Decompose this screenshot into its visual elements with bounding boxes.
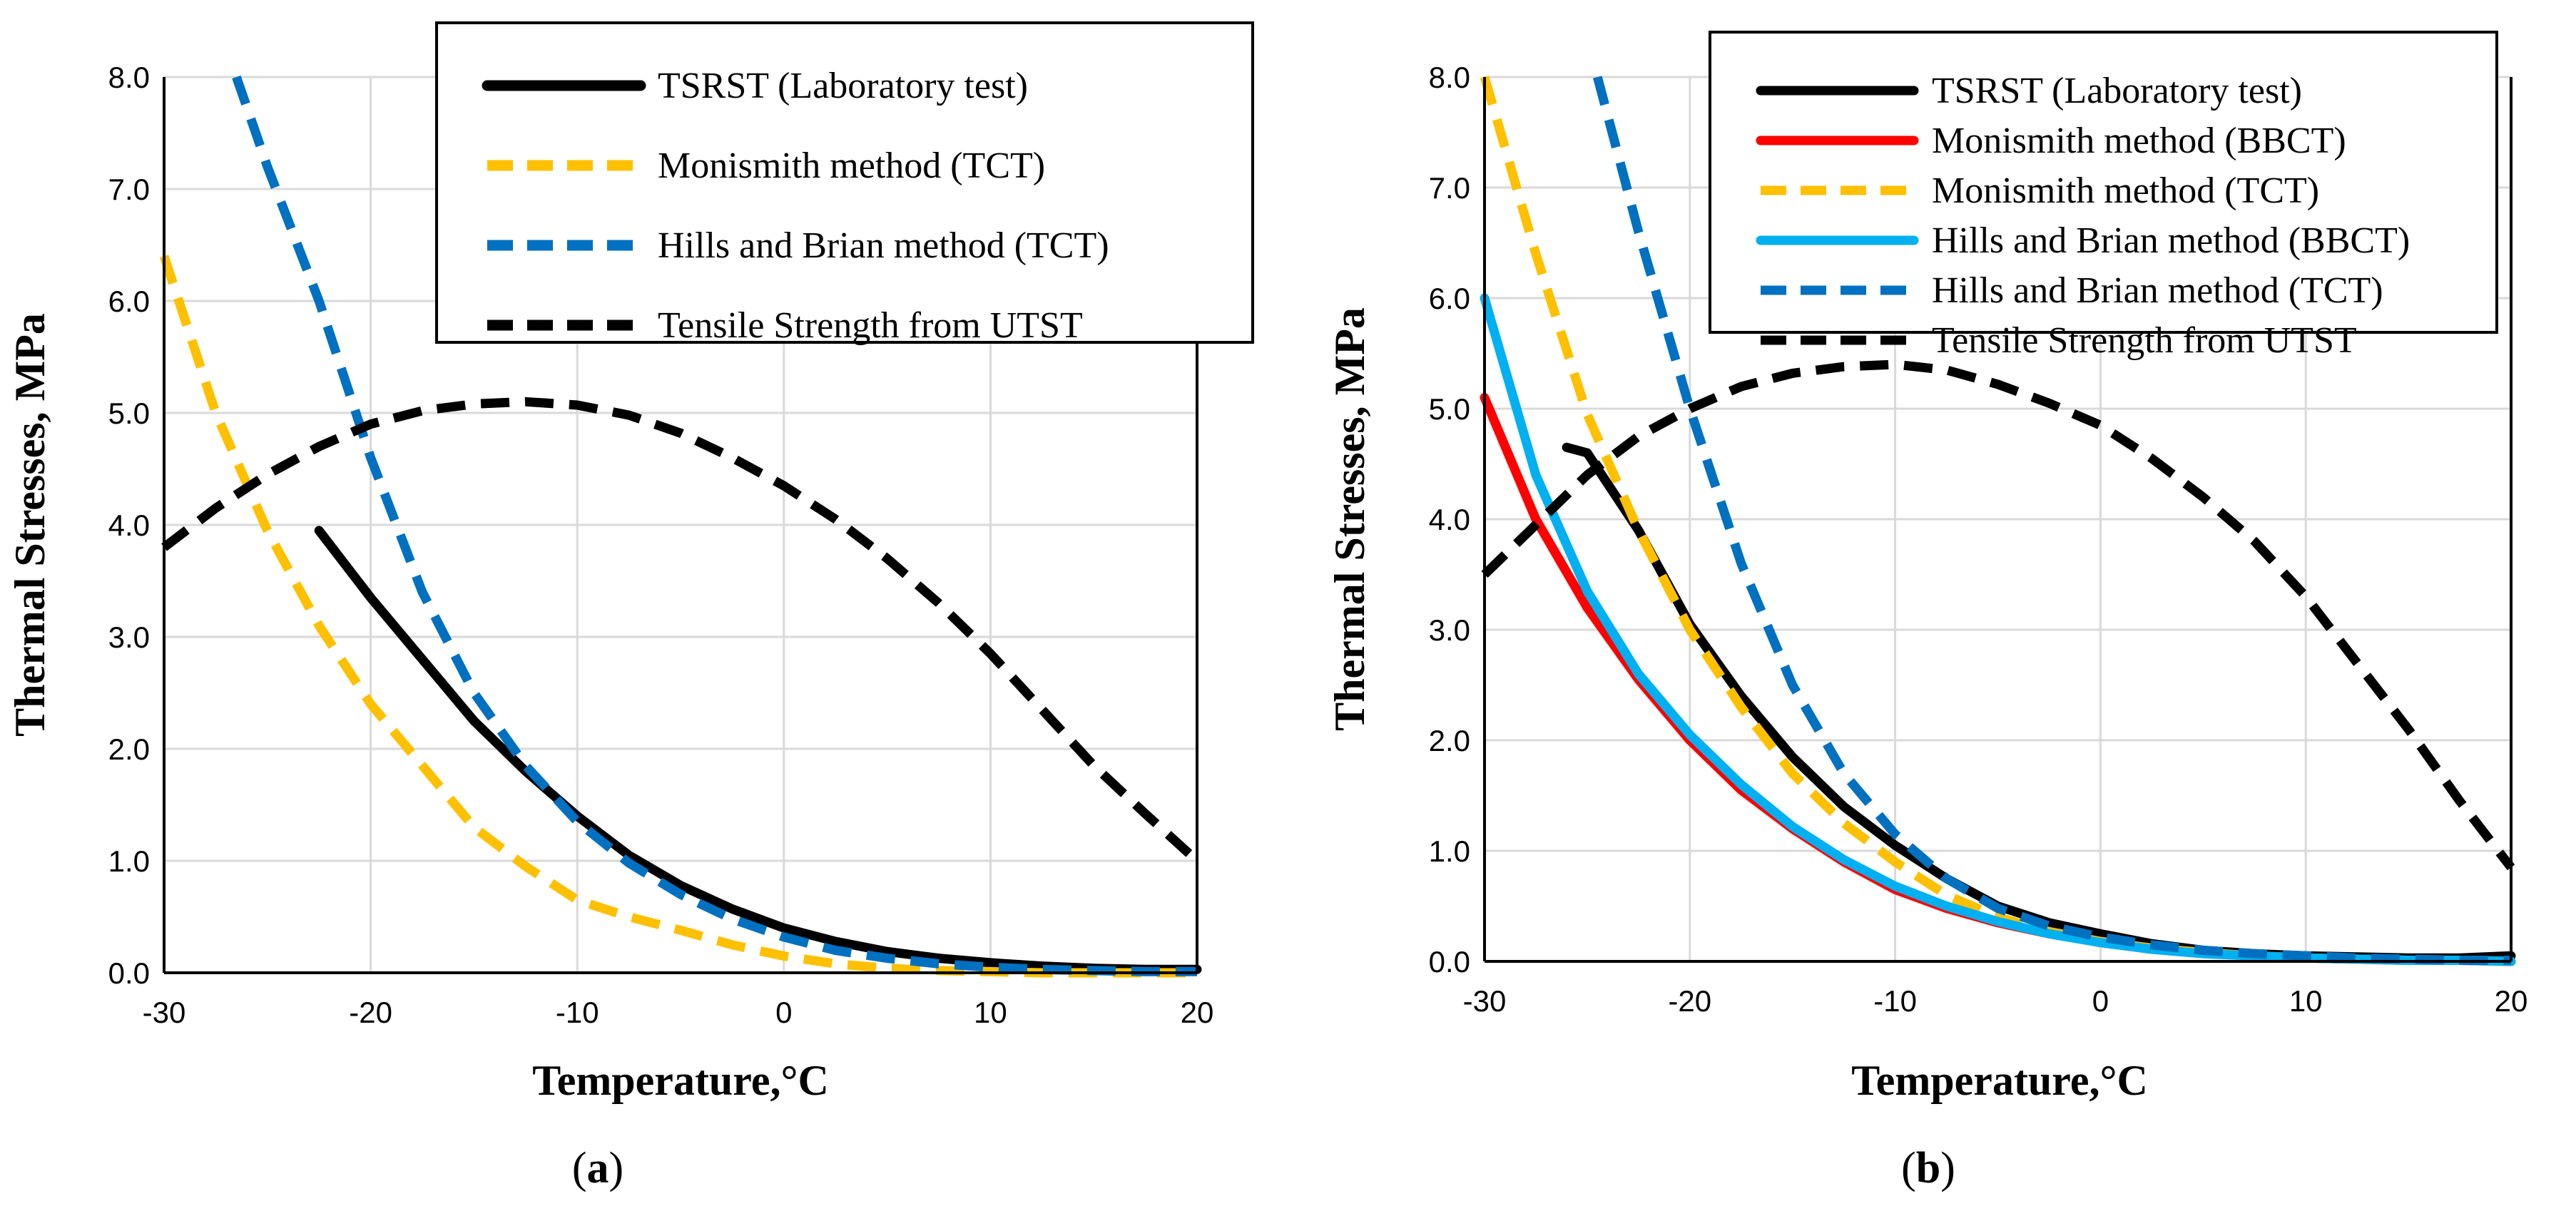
- legend-label-5: Hills and Brian method (TCT): [1932, 270, 2383, 311]
- panel-caption-a: (a): [572, 1144, 623, 1192]
- x-tick-label: -10: [1873, 984, 1917, 1018]
- legend-label-4: Hills and Brian method (BBCT): [1932, 220, 2410, 261]
- x-axis-title-b: Temperature,°C: [1851, 1057, 2148, 1104]
- panel-caption-b: (b): [1901, 1144, 1955, 1192]
- y-tick-label: 8.0: [108, 61, 150, 94]
- x-tick-label: 10: [974, 996, 1007, 1029]
- tick-labels-a: 0.0 1.0 2.0 3.0 4.0 5.0 6.0 7.0 8.0 -30 -20 -10 0 10 2…: [108, 61, 1214, 1029]
- x-tick-label: -30: [1463, 984, 1507, 1018]
- legend-box-a: [435, 21, 1254, 344]
- y-tick-label: 1.0: [1429, 834, 1470, 868]
- tick-labels-b: 0.0 1.0 2.0 3.0 4.0 5.0 6.0 7.0 8.0 -30 -20 -10 0 10 2…: [1429, 61, 2528, 1018]
- x-tick-label: 0: [775, 996, 792, 1029]
- series-line-3-a: [232, 75, 1197, 976]
- y-tick-label: 5.0: [1429, 392, 1470, 426]
- y-axis-title-b: Thermal Stresses, MPa: [1326, 307, 1373, 731]
- legend-label-6: Tensile Strength from UTST: [1932, 320, 2357, 361]
- caption-letter-a: a: [587, 1144, 609, 1192]
- series-group-b: [1480, 76, 2516, 966]
- y-tick-label: 8.0: [1429, 61, 1470, 94]
- legend-a: TSRST (Laboratory test) Monismith method …: [435, 21, 1254, 346]
- caption-letter-b: b: [1916, 1144, 1940, 1192]
- x-tick-label: 0: [2092, 984, 2109, 1018]
- y-tick-label: 2.0: [108, 732, 150, 766]
- y-tick-label: 7.0: [108, 173, 150, 206]
- legend-label-1: TSRST (Laboratory test): [1932, 71, 2302, 111]
- x-tick-label: -20: [349, 996, 392, 1029]
- x-tick-label: -10: [556, 996, 599, 1029]
- legend-label-2: Monismith method (BBCT): [1932, 121, 2346, 161]
- y-tick-label: 5.0: [108, 397, 150, 430]
- y-tick-label: 0.0: [108, 956, 150, 990]
- y-tick-label: 7.0: [1429, 171, 1470, 205]
- y-tick-label: 2.0: [1429, 724, 1470, 757]
- legend-label-4: Tensile Strength from UTST: [658, 305, 1083, 346]
- y-tick-label: 1.0: [108, 844, 150, 878]
- chart-panel-b: 0.0 1.0 2.0 3.0 4.0 5.0 6.0 7.0 8.0 -30 -20 -10 0 10 2…: [1326, 31, 2528, 1192]
- x-tick-label: 20: [1181, 996, 1214, 1029]
- y-tick-label: 3.0: [1429, 613, 1470, 647]
- y-tick-label: 6.0: [108, 285, 150, 318]
- x-tick-label: 20: [2495, 984, 2528, 1018]
- x-tick-label: 10: [2289, 984, 2323, 1018]
- series-line-5-b: [1593, 76, 2511, 965]
- chart-panel-a: 0.0 1.0 2.0 3.0 4.0 5.0 6.0 7.0 8.0 -30 -20 -10 0 10 2…: [6, 21, 1254, 1192]
- x-axis-title-a: Temperature,°C: [532, 1057, 829, 1104]
- series-line-6-b: [1481, 359, 2515, 871]
- y-tick-label: 3.0: [108, 620, 150, 654]
- legend-label-3: Monismith method (TCT): [1932, 170, 2319, 211]
- legend-label-1: TSRST (Laboratory test): [658, 66, 1028, 106]
- y-tick-label: 0.0: [1429, 945, 1470, 978]
- axes-b: [1483, 77, 2513, 963]
- x-tick-label: -20: [1668, 984, 1711, 1018]
- legend-label-2: Monismith method (TCT): [658, 145, 1045, 186]
- legend-label-3: Hills and Brian method (TCT): [658, 225, 1109, 266]
- x-tick-label: -30: [143, 996, 186, 1029]
- y-tick-label: 6.0: [1429, 282, 1470, 315]
- legend-box-b: [1709, 31, 2498, 334]
- series-line-4-a: [161, 397, 1201, 864]
- legend-b: TSRST (Laboratory test) Monismith method …: [1709, 31, 2498, 361]
- y-tick-label: 4.0: [108, 509, 150, 542]
- y-tick-label: 4.0: [1429, 503, 1470, 536]
- y-axis-title-a: Thermal Stresses, MPa: [6, 313, 54, 737]
